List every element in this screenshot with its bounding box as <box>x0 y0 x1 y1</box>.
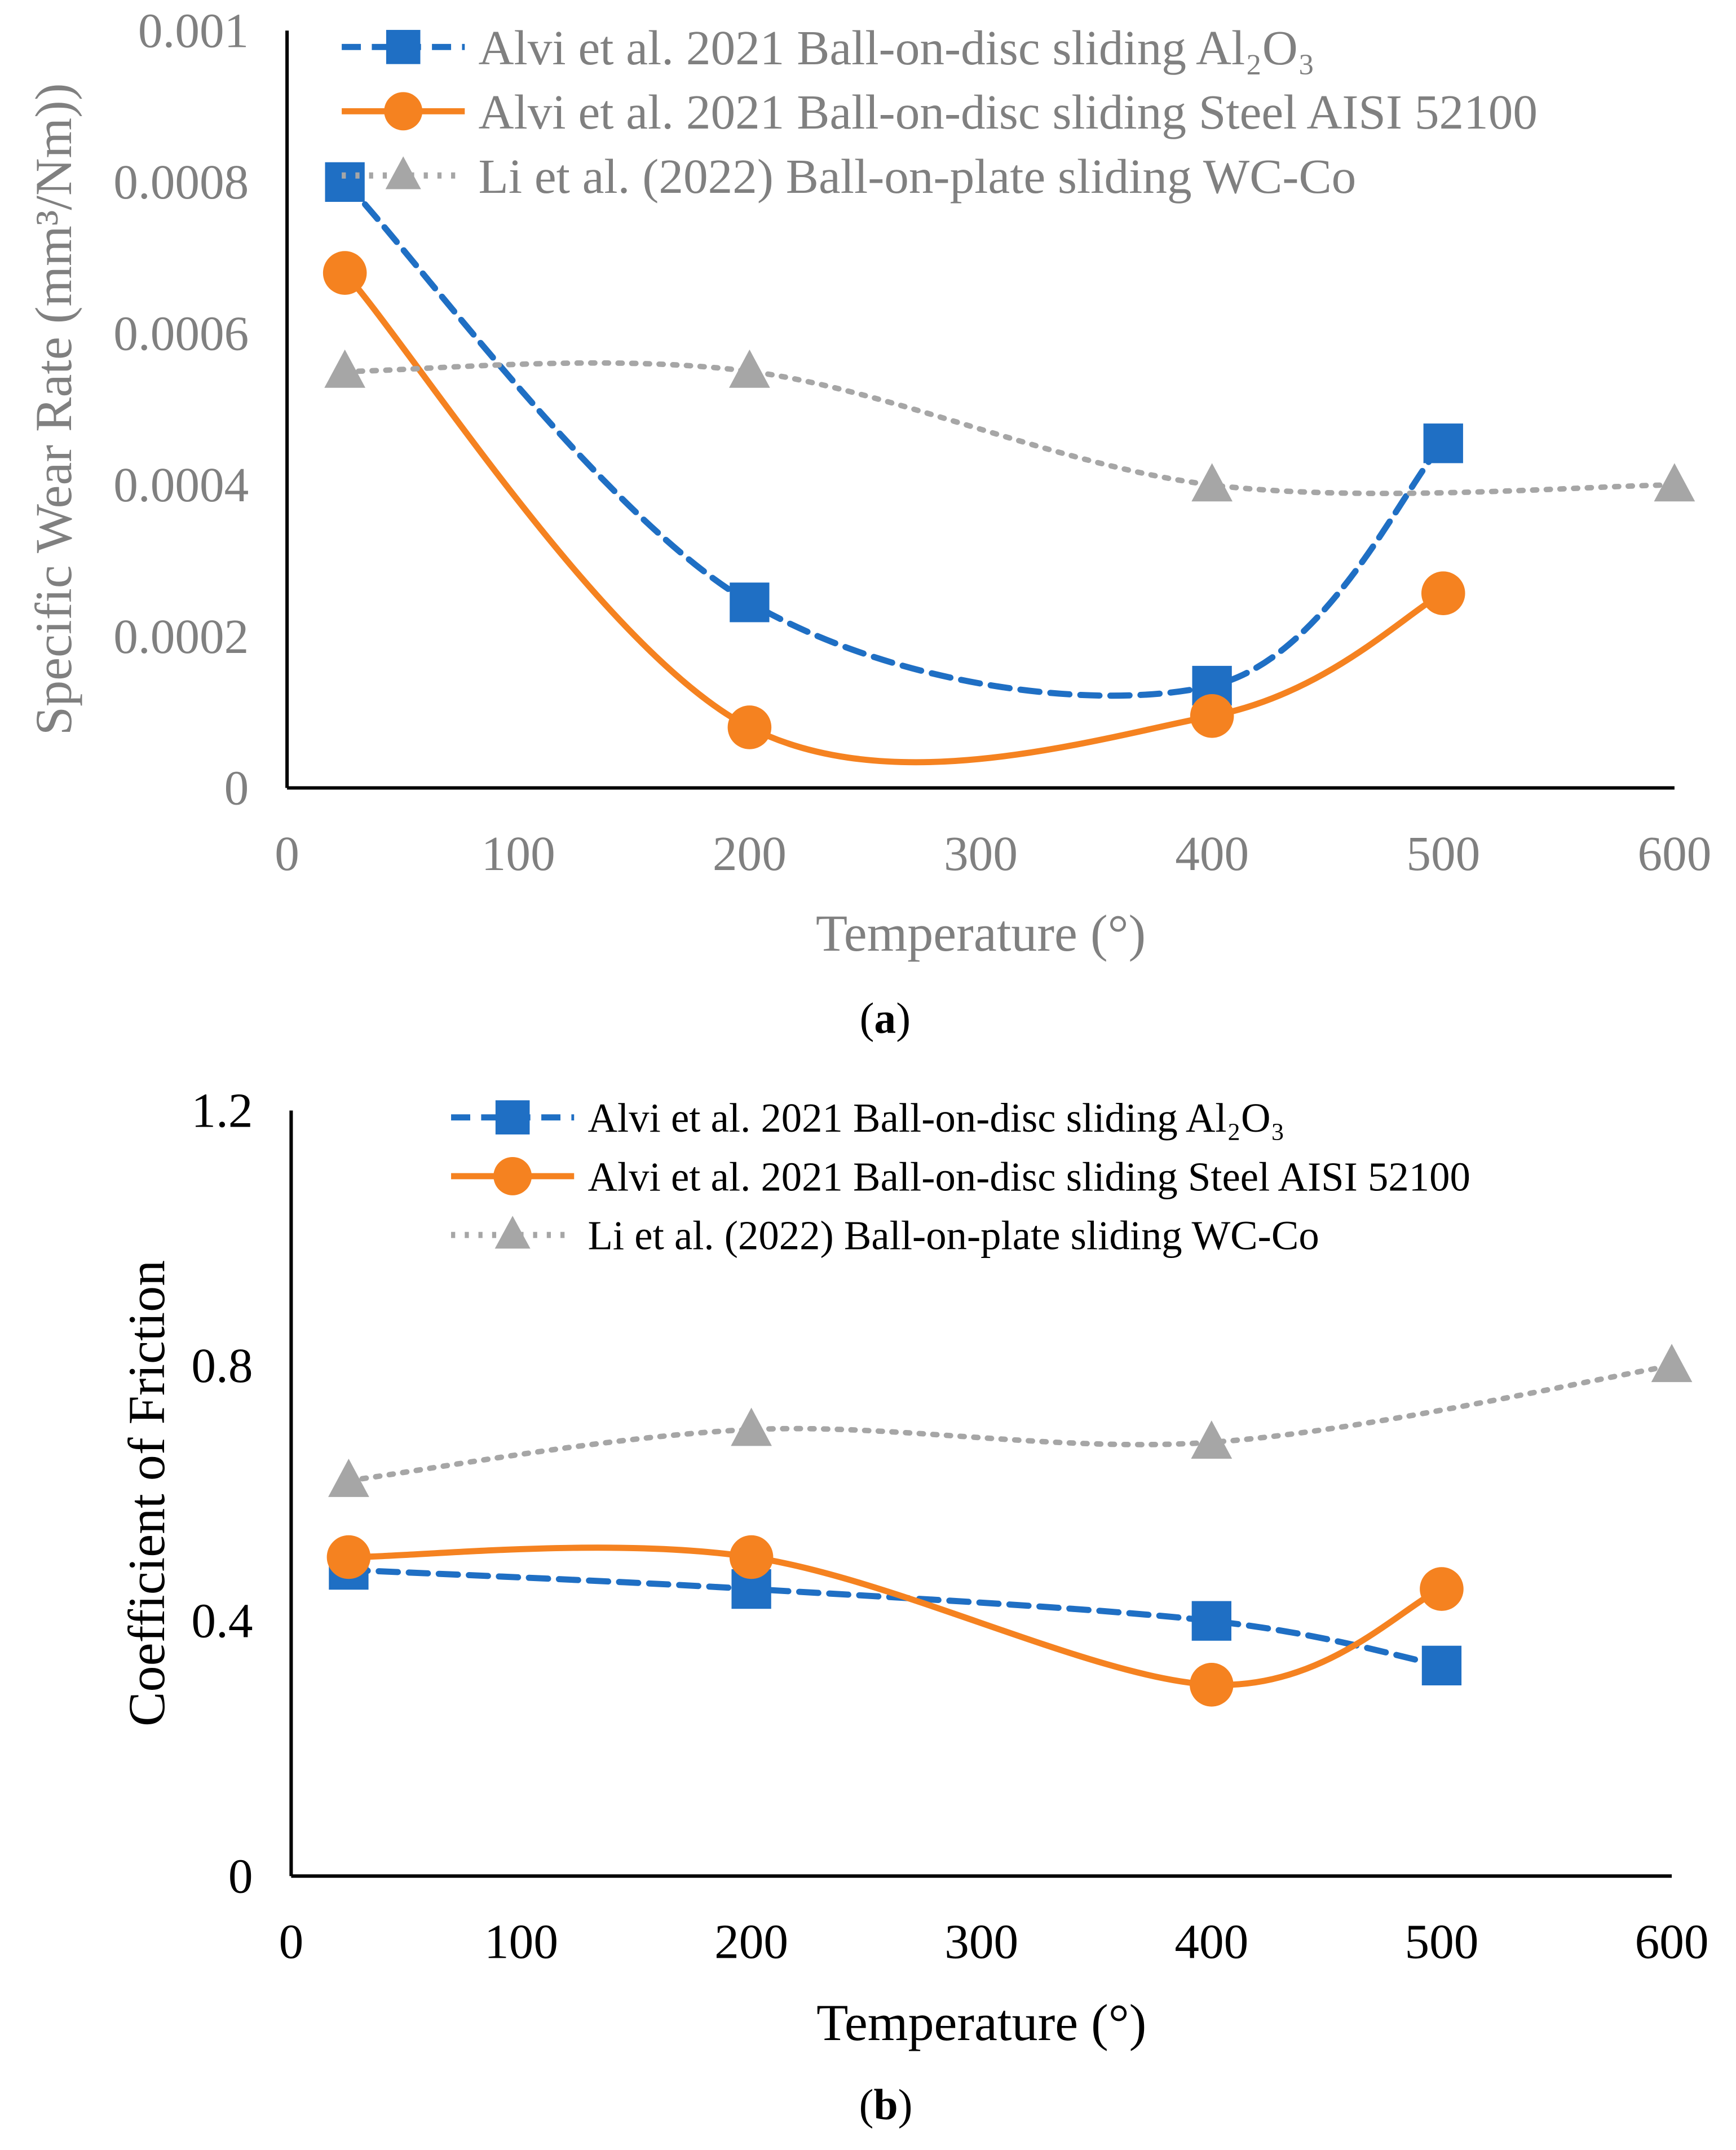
series-line <box>345 1566 1445 1669</box>
figure-caption: (a) <box>860 994 911 1042</box>
legend-item: Alvi et al. 2021 Ball-on-disc sliding St… <box>451 1154 1470 1199</box>
circle-marker <box>326 1535 371 1579</box>
legend-label: Alvi et al. 2021 Ball-on-disc sliding St… <box>479 85 1538 139</box>
series-al2o3 <box>325 162 1463 706</box>
y-tick-label: 0.0008 <box>113 154 249 209</box>
legend-item: Alvi et al. 2021 Ball-on-disc sliding Al… <box>342 20 1315 75</box>
x-tick-label: 300 <box>944 1914 1018 1969</box>
x-tick-label: 300 <box>944 826 1018 881</box>
x-axis-title: Temperature (°) <box>816 904 1146 962</box>
y-tick-label: 0.0004 <box>113 457 249 512</box>
y-tick-label: 0.4 <box>191 1593 253 1648</box>
circle-marker <box>1190 1662 1234 1707</box>
series-wc <box>324 349 1695 502</box>
triangle-marker <box>1651 1344 1693 1383</box>
square-marker <box>1191 1601 1231 1641</box>
triangle-marker <box>324 349 366 388</box>
x-tick-label: 500 <box>1406 826 1480 881</box>
series-line <box>345 1544 1445 1688</box>
x-tick-label: 200 <box>714 1914 788 1969</box>
legend-label: Li et al. (2022) Ball-on-plate sliding W… <box>479 149 1357 204</box>
circle-marker <box>727 705 772 749</box>
y-axis-title: Specific Wear Rate (mm³/Nm)) <box>25 83 82 735</box>
series-line <box>342 179 1447 699</box>
x-tick-label: 100 <box>482 826 555 881</box>
y-tick-label: 0.8 <box>191 1338 253 1393</box>
circle-marker <box>1190 694 1234 738</box>
circle-marker <box>323 251 367 295</box>
x-tick-label: 100 <box>484 1914 558 1969</box>
series-al2o3 <box>329 1549 1462 1685</box>
triangle-marker <box>729 349 770 388</box>
legend-item: Alvi et al. 2021 Ball-on-disc sliding Al… <box>451 1095 1285 1141</box>
y-tick-label: 0 <box>228 1848 253 1903</box>
x-tick-label: 400 <box>1174 1914 1248 1969</box>
chart-a: 0 100 200 300 400 500 600 0 0.0002 0.0004 0.0006 0.… <box>25 3 1711 1042</box>
circle-marker <box>1421 571 1465 615</box>
triangle-marker <box>1191 1420 1233 1459</box>
legend-item: Li et al. (2022) Ball-on-plate sliding W… <box>342 149 1356 204</box>
caption-paren: ( <box>860 994 874 1042</box>
y-tick-label: 0.001 <box>138 3 249 58</box>
y-tick-label: 0 <box>224 760 249 815</box>
series-steel <box>323 251 1465 766</box>
series-wc <box>328 1344 1693 1497</box>
triangle-marker <box>731 1407 772 1446</box>
square-marker <box>1423 423 1463 463</box>
x-tick-label: 0 <box>279 1914 304 1969</box>
circle-marker <box>729 1535 774 1579</box>
chart-b: 0 100 200 300 400 500 600 0 0.4 0.8 1.2 Temperature… <box>118 1083 1709 2129</box>
series-steel <box>326 1535 1464 1707</box>
caption-paren: ) <box>896 994 911 1042</box>
y-tick-label: 1.2 <box>191 1083 253 1138</box>
circle-marker <box>384 92 423 131</box>
series-line <box>342 360 1677 496</box>
y-axis-title: Coefficient of Friction <box>118 1260 175 1727</box>
y-tick-label: 0.0006 <box>113 306 249 361</box>
x-tick-label: 0 <box>275 826 299 881</box>
x-tick-label: 600 <box>1635 1914 1709 1969</box>
caption-letter: a <box>874 994 896 1042</box>
square-marker <box>730 582 770 623</box>
x-axis-title: Temperature (°) <box>816 1994 1146 2051</box>
series-line <box>342 270 1447 766</box>
legend-item: Alvi et al. 2021 Ball-on-disc sliding St… <box>342 85 1538 139</box>
y-tick-label: 0.0002 <box>113 609 249 664</box>
series-line <box>346 1363 1675 1484</box>
square-marker <box>386 30 421 64</box>
circle-marker <box>493 1156 532 1195</box>
triangle-marker <box>494 1216 531 1249</box>
triangle-marker <box>1191 463 1233 502</box>
square-marker <box>325 162 365 202</box>
square-marker <box>1421 1645 1462 1685</box>
figure-caption: (b) <box>859 2081 913 2129</box>
x-tick-label: 400 <box>1175 826 1249 881</box>
caption-paren: ( <box>859 2081 874 2129</box>
legend-label: Alvi et al. 2021 Ball-on-disc sliding Al… <box>587 1095 1284 1141</box>
legend-label: Li et al. (2022) Ball-on-plate sliding W… <box>587 1213 1319 1259</box>
triangle-marker <box>328 1458 369 1497</box>
caption-paren: ) <box>898 2081 913 2129</box>
legend-label: Alvi et al. 2021 Ball-on-disc sliding St… <box>587 1154 1470 1199</box>
legend-item: Li et al. (2022) Ball-on-plate sliding W… <box>451 1213 1319 1259</box>
triangle-marker <box>385 156 421 189</box>
triangle-marker <box>1654 463 1695 502</box>
caption-letter: b <box>873 2081 898 2129</box>
x-tick-label: 200 <box>713 826 787 881</box>
square-marker <box>495 1100 530 1134</box>
x-tick-label: 600 <box>1637 826 1711 881</box>
circle-marker <box>1420 1567 1464 1611</box>
x-tick-label: 500 <box>1404 1914 1478 1969</box>
legend-label: Alvi et al. 2021 Ball-on-disc sliding Al… <box>479 20 1315 75</box>
